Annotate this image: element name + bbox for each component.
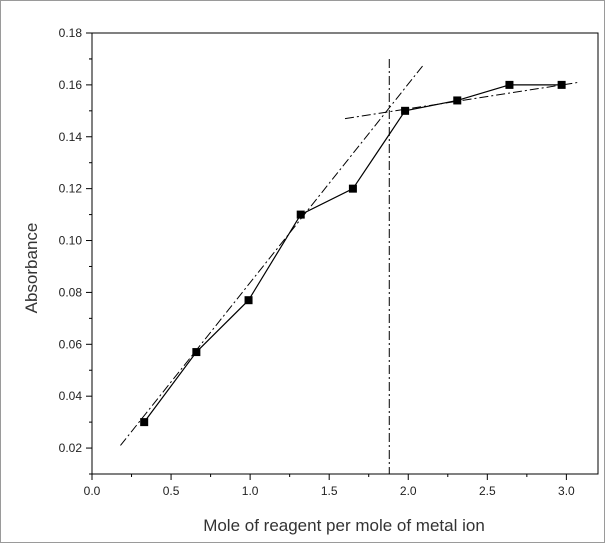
data-point-marker [192, 348, 201, 357]
y-tick-label: 0.02 [59, 441, 83, 455]
x-tick-label: 1.5 [321, 484, 338, 498]
plot-area-border [91, 32, 599, 475]
x-axis-title: Mole of reagent per mole of metal ion [203, 516, 485, 535]
data-point-marker [140, 418, 149, 427]
y-tick-label: 0.16 [59, 78, 83, 92]
y-axis-title: Absorbance [22, 223, 41, 314]
fit-line-2 [344, 81, 580, 120]
data-point-marker [296, 210, 305, 219]
fit-line-1 [120, 63, 425, 446]
data-point-marker [557, 80, 566, 89]
data-point-marker [453, 96, 462, 105]
data-point-marker [244, 296, 253, 305]
y-tick-label: 0.08 [59, 285, 83, 299]
y-tick-label: 0.14 [59, 130, 83, 144]
y-tick-label: 0.10 [59, 234, 83, 248]
x-tick-label: 0.0 [84, 484, 101, 498]
x-tick-label: 0.5 [163, 484, 180, 498]
data-point-marker [505, 80, 514, 89]
data-series-line [143, 84, 562, 423]
y-tick-label: 0.04 [59, 389, 83, 403]
data-point-marker [348, 184, 357, 193]
x-tick-label: 1.0 [242, 484, 259, 498]
y-tick-label: 0.06 [59, 337, 83, 351]
x-tick-label: 2.0 [400, 484, 417, 498]
y-tick-label: 0.18 [59, 26, 83, 40]
y-tick-label: 0.12 [59, 182, 83, 196]
data-point-marker [401, 106, 410, 115]
x-tick-label: 3.0 [558, 484, 575, 498]
x-tick-label: 2.5 [479, 484, 496, 498]
